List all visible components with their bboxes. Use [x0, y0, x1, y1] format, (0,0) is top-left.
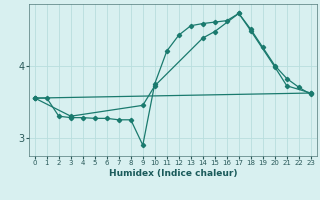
- X-axis label: Humidex (Indice chaleur): Humidex (Indice chaleur): [108, 169, 237, 178]
